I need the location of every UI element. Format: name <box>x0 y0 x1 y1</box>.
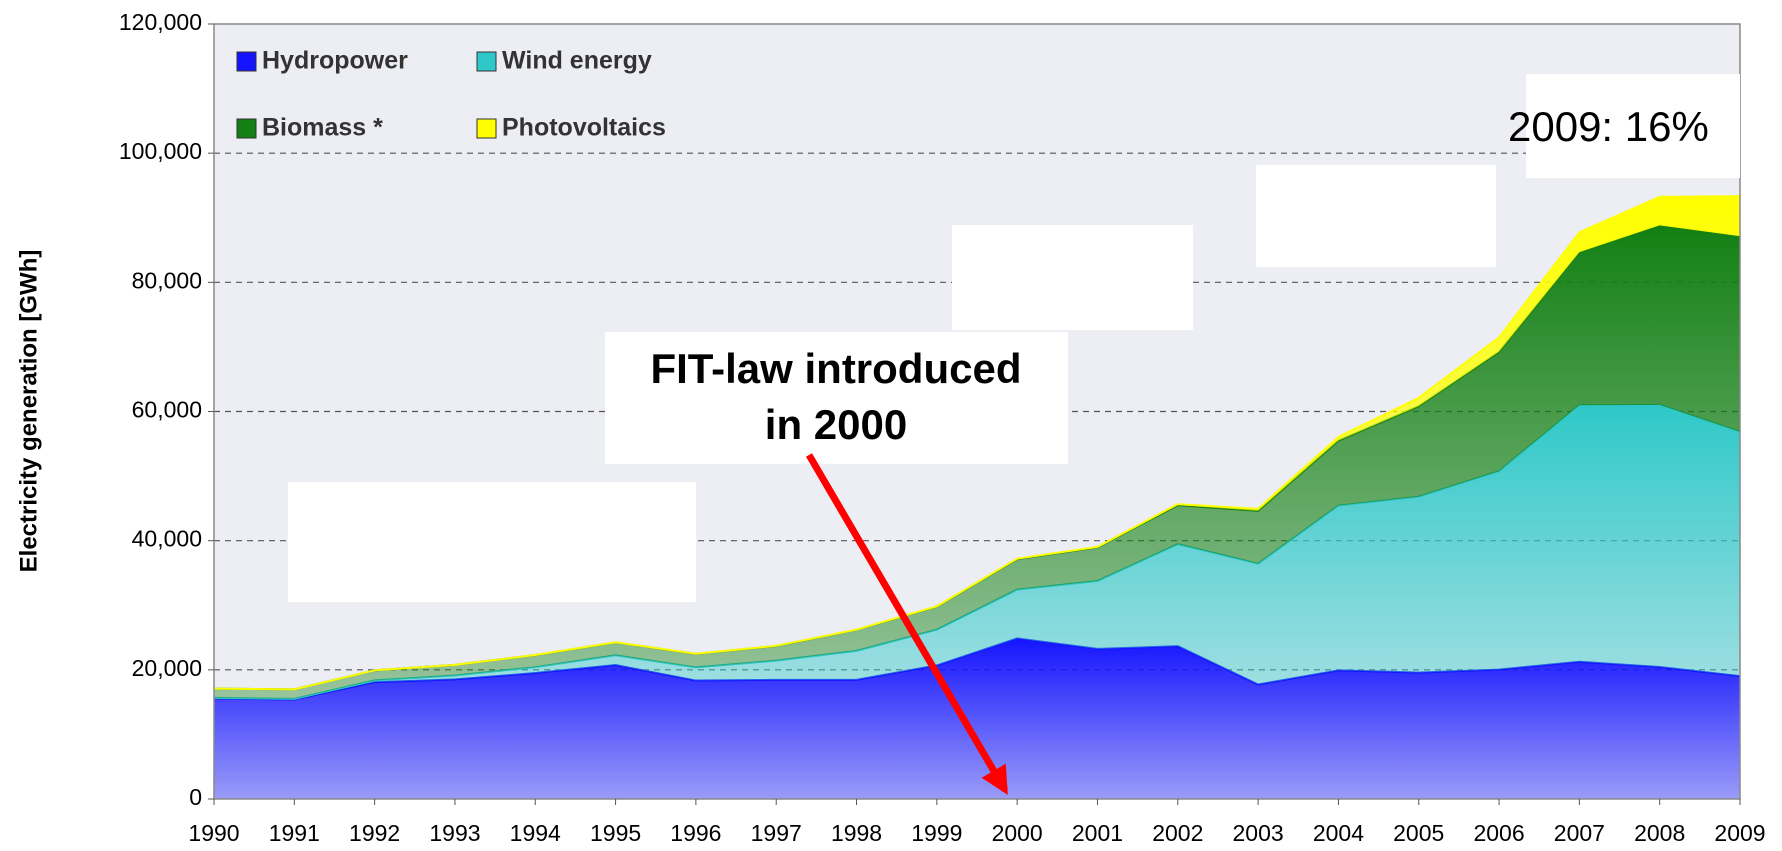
legend-label: Photovoltaics <box>502 114 666 142</box>
y-tick-label: 40,000 <box>132 526 202 552</box>
area <box>214 225 1740 699</box>
arrow <box>805 453 1009 795</box>
x-tick-label: 2009 <box>1714 820 1765 846</box>
x-tick-label: 2007 <box>1554 820 1605 846</box>
x-tick-label: 2000 <box>992 820 1043 846</box>
area <box>214 196 1740 690</box>
y-axis-label: Electricity generation [GWh] <box>15 250 42 573</box>
x-tick-label: 2004 <box>1313 820 1364 846</box>
legend-label: Biomass * <box>262 114 383 142</box>
area-edge <box>213 195 1741 691</box>
y-tick-label: 100,000 <box>119 138 202 164</box>
x-tick-label: 2006 <box>1473 820 1524 846</box>
x-tick-label: 2008 <box>1634 820 1685 846</box>
areas <box>213 195 1741 799</box>
y-tick-label: 20,000 <box>132 655 202 681</box>
x-tick-label: 1997 <box>751 820 802 846</box>
y-tick-label: 120,000 <box>119 9 202 35</box>
labels: 0 20,000 40,000 60,000 80,000 100,000 120,000 1… <box>119 9 1766 846</box>
legend-swatch <box>236 51 257 72</box>
x-tick-label: 2001 <box>1072 820 1123 846</box>
blank-box <box>952 225 1193 330</box>
x-tick-label: 2005 <box>1393 820 1444 846</box>
legend-swatch <box>476 118 497 139</box>
area <box>214 638 1740 799</box>
legend-swatch <box>476 51 497 72</box>
y-tick-label: 0 <box>189 784 202 810</box>
annotation-box <box>1526 74 1740 178</box>
legend-label: Wind energy <box>502 47 652 75</box>
blank-box <box>1256 165 1496 267</box>
x-tick-label: 1991 <box>269 820 320 846</box>
legend-swatch <box>236 118 257 139</box>
x-tick-label: 1992 <box>349 820 400 846</box>
x-tick-label: 1999 <box>911 820 962 846</box>
legend-label: Hydropower <box>262 47 408 75</box>
area <box>214 404 1740 700</box>
annotation: FIT-law introduced <box>650 345 1021 392</box>
y-tick-label: 80,000 <box>132 267 202 293</box>
annotation: in 2000 <box>765 401 907 448</box>
x-tick-label: 1990 <box>188 820 239 846</box>
x-tick-label: 1998 <box>831 820 882 846</box>
annotation: 2009: 16% <box>1508 103 1709 150</box>
y-tick-label: 60,000 <box>132 397 202 423</box>
x-tick-label: 1995 <box>590 820 641 846</box>
x-tick-label: 1994 <box>510 820 561 846</box>
x-tick-label: 2002 <box>1152 820 1203 846</box>
annotation-box <box>605 332 1068 464</box>
x-tick-label: 1993 <box>429 820 480 846</box>
blank-box <box>288 482 696 602</box>
legend: Hydropower Wind energy Biomass * Photovolta… <box>236 47 666 142</box>
x-tick-label: 2003 <box>1233 820 1284 846</box>
x-tick-label: 1996 <box>670 820 721 846</box>
